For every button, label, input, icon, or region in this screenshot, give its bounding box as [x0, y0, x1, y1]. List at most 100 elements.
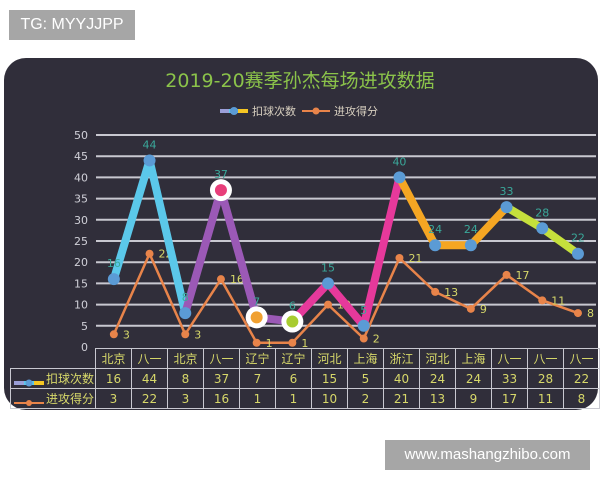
series-spikes-segment — [109, 156, 154, 284]
legend-swatch-spikes — [220, 105, 248, 117]
table-value-cell: 9 — [455, 388, 492, 409]
table-category-cell: 上海 — [455, 348, 492, 369]
row-header-spikes-label: 扣球次数 — [46, 372, 95, 386]
highlight-marker-dot — [286, 315, 299, 328]
table-value-cell: 15 — [311, 368, 348, 389]
y-tick-label: 15 — [74, 277, 88, 290]
series-spikes-marker — [393, 171, 406, 184]
series-spikes-segment — [359, 173, 404, 330]
table-value-cell: 13 — [419, 388, 456, 409]
table-value-cell: 5 — [347, 368, 384, 389]
series-spikes-segment — [216, 186, 261, 322]
y-tick-label: 10 — [74, 299, 88, 312]
series-attack-points-line — [112, 250, 579, 345]
chart-title: 2019-20赛季孙杰每场进攻数据 — [165, 70, 435, 92]
data-label: 17 — [516, 269, 530, 282]
table-row-spikes: 扣球次数 16 44 8 37 7 6 15 5 40 24 24 33 28 22 — [10, 368, 600, 389]
data-label: 6 — [289, 300, 296, 313]
data-label: 8 — [182, 291, 189, 304]
series-attack-points-marker — [431, 287, 440, 296]
table-value-cell: 16 — [95, 368, 132, 389]
series-attack-points-marker — [216, 275, 225, 284]
series-spikes-segment — [466, 203, 511, 250]
row-header-attack-points-label: 进攻得分 — [46, 392, 95, 406]
legend-swatch-attack-points — [302, 105, 330, 117]
table-value-cell: 24 — [419, 368, 456, 389]
table-category-cell: 八一 — [527, 348, 564, 369]
data-label: 40 — [392, 155, 406, 168]
table-category-cell: 八一 — [491, 348, 528, 369]
y-tick-label: 25 — [74, 235, 88, 248]
table-value-cell: 6 — [275, 368, 312, 389]
table-corner — [11, 349, 96, 369]
y-tick-label: 45 — [74, 150, 88, 163]
table-value-cell: 1 — [239, 388, 276, 409]
table-value-cell: 24 — [455, 368, 492, 389]
y-tick-label: 20 — [74, 256, 88, 269]
data-label: 9 — [480, 303, 487, 316]
table-category-cell: 八一 — [203, 348, 240, 369]
table-value-cell: 1 — [275, 388, 312, 409]
table-value-cell: 33 — [491, 368, 528, 389]
series-spikes-segment — [181, 186, 225, 318]
series-spikes-segment — [502, 203, 547, 233]
row-header-attack-points: 进攻得分 — [10, 388, 96, 409]
table-category-cell: 浙江 — [383, 348, 420, 369]
table-category-cell: 北京 — [95, 348, 132, 369]
row-header-spikes: 扣球次数 — [10, 368, 96, 389]
table-value-cell: 37 — [203, 368, 240, 389]
data-label: 24 — [464, 223, 478, 236]
data-label: 16 — [230, 273, 244, 286]
series-attack-points-marker — [109, 330, 118, 339]
legend-label-attack-points: 进攻得分 — [334, 105, 378, 118]
y-tick-label: 5 — [81, 320, 88, 333]
data-label: 13 — [444, 286, 458, 299]
series-spikes-marker — [357, 319, 370, 332]
series-attack-points-marker — [573, 309, 582, 318]
y-tick-label: 50 — [74, 129, 88, 142]
table-value-cell: 17 — [491, 388, 528, 409]
table-category-cell: 北京 — [167, 348, 204, 369]
table-row-categories: 北京 八一 北京 八一 辽宁 辽宁 河北 上海 浙江 河北 上海 八一 八一 八一 — [11, 348, 600, 369]
table-value-cell: 8 — [563, 388, 600, 409]
table-value-cell: 8 — [167, 368, 204, 389]
table-category-cell: 河北 — [419, 348, 456, 369]
series-spikes-marker — [322, 277, 335, 290]
data-label: 33 — [500, 185, 514, 198]
table-value-cell: 28 — [527, 368, 564, 389]
row-swatch-spikes-icon — [14, 376, 44, 386]
watermark-top: TG: MYYJJPP — [9, 10, 135, 40]
y-tick-label: 35 — [74, 193, 88, 206]
table-value-cell: 22 — [563, 368, 600, 389]
data-label: 5 — [360, 304, 367, 317]
data-label: 7 — [253, 295, 260, 308]
series-attack-points-marker — [252, 338, 261, 347]
series-spikes-marker — [536, 222, 549, 235]
y-tick-label: 0 — [81, 341, 88, 354]
data-label: 11 — [551, 294, 565, 307]
data-label: 3 — [194, 328, 201, 341]
data-label: 1 — [301, 337, 308, 350]
data-label: 16 — [107, 257, 121, 270]
series-spikes-marker — [143, 154, 156, 167]
table-category-cell: 上海 — [347, 348, 384, 369]
table-category-cell: 八一 — [563, 348, 600, 369]
series-spikes-segment — [395, 173, 440, 250]
table-value-cell: 44 — [131, 368, 168, 389]
series-spikes-segment — [324, 279, 368, 330]
data-label: 44 — [143, 138, 157, 151]
table-value-cell: 16 — [203, 388, 240, 409]
highlight-marker-dot — [250, 311, 263, 324]
series-spikes-marker — [107, 273, 120, 286]
series-attack-points-marker — [181, 330, 190, 339]
table-category-cell: 河北 — [311, 348, 348, 369]
y-tick-label: 40 — [74, 171, 88, 184]
table-category-cell: 八一 — [131, 348, 168, 369]
table-value-cell: 7 — [239, 368, 276, 389]
series-attack-points-marker — [395, 253, 404, 262]
series-attack-points-marker — [502, 270, 511, 279]
table-value-cell: 10 — [311, 388, 348, 409]
data-label: 37 — [214, 168, 228, 181]
data-label: 1 — [266, 337, 273, 350]
